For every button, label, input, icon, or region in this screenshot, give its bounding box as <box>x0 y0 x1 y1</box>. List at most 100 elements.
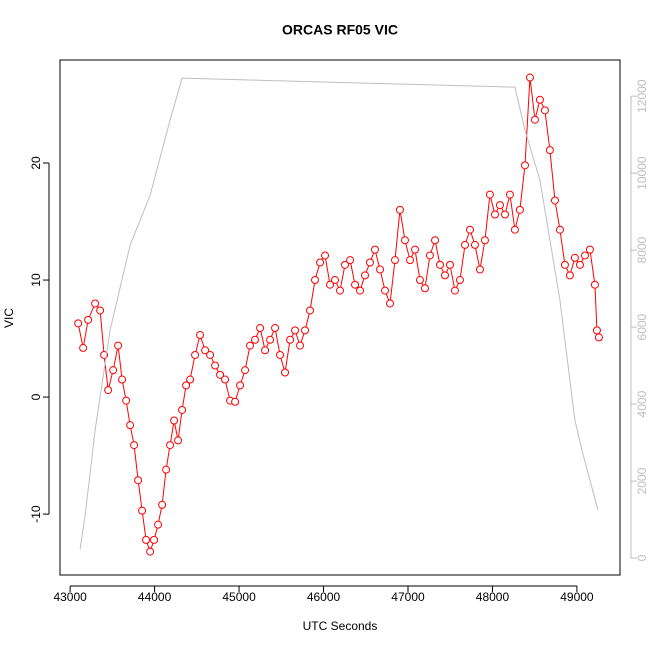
vic-point <box>310 276 319 285</box>
vic-point <box>122 396 131 405</box>
vic-point <box>346 256 355 265</box>
vic-point <box>201 346 210 355</box>
altitude-line <box>79 77 599 550</box>
vic-point <box>130 441 139 450</box>
vic-point <box>340 260 349 269</box>
vic-point <box>104 386 113 395</box>
vic-point <box>236 381 245 390</box>
vic-point <box>475 265 484 274</box>
vic-point <box>211 361 220 370</box>
vic-point <box>470 240 479 249</box>
vic-point <box>406 256 415 265</box>
vic-point <box>79 343 88 352</box>
vic-point <box>376 265 385 274</box>
vic-point <box>91 299 100 308</box>
x-tick-label: 47000 <box>391 590 425 604</box>
vic-point <box>134 476 143 485</box>
vic-point <box>182 381 191 390</box>
vic-point <box>485 190 494 199</box>
x-tick-label: 45000 <box>222 590 256 604</box>
vic-point <box>515 205 524 214</box>
vic-point <box>461 240 470 249</box>
y2-tick-label: 0 <box>635 554 649 561</box>
x-tick-label: 46000 <box>307 590 341 604</box>
x-tick-label: 44000 <box>138 590 172 604</box>
y2-tick-label: 8000 <box>635 236 649 263</box>
vic-point <box>390 256 399 265</box>
vic-point <box>500 210 509 219</box>
vic-point <box>420 284 429 293</box>
vic-point <box>575 260 584 269</box>
vic-point <box>395 205 404 214</box>
y-tick-label: -10 <box>29 505 43 523</box>
vic-point <box>170 416 179 425</box>
vic-point <box>191 350 200 359</box>
vic-point <box>84 315 93 324</box>
vic-point <box>351 280 360 289</box>
y-tick-label: 20 <box>29 156 43 170</box>
vic-point <box>590 280 599 289</box>
vic-point <box>592 326 601 335</box>
vic-point <box>154 520 163 529</box>
vic-point <box>480 236 489 245</box>
vic-point <box>241 366 250 375</box>
vic-point <box>231 397 240 406</box>
vic-point <box>146 547 155 556</box>
vic-point <box>256 324 265 333</box>
plot-frame <box>59 59 621 576</box>
vic-point <box>166 441 175 450</box>
vic-point <box>251 335 260 344</box>
y2-tick-label: 12000 <box>635 79 649 113</box>
vic-point <box>74 319 83 328</box>
y2-tick-label: 6000 <box>635 313 649 340</box>
vic-point <box>594 333 603 342</box>
vic-point <box>381 286 390 295</box>
vic-point <box>142 535 151 544</box>
vic-point <box>286 335 295 344</box>
vic-point <box>455 276 464 285</box>
vic-point <box>216 370 225 379</box>
vic-point <box>445 260 454 269</box>
vic-point <box>281 368 290 377</box>
vic-point <box>158 500 167 509</box>
vic-point <box>306 306 315 315</box>
y-tick-label: 10 <box>29 273 43 287</box>
vic-point <box>415 276 424 285</box>
vic-point <box>150 535 159 544</box>
vic-point <box>530 115 539 124</box>
vic-point <box>580 251 589 260</box>
x-axis-label: UTC Seconds <box>303 619 378 633</box>
vic-point <box>261 346 270 355</box>
vic-point <box>246 341 255 350</box>
vic-point <box>411 245 420 254</box>
vic-point <box>186 375 195 384</box>
vic-point <box>505 190 514 199</box>
vic-point <box>356 286 365 295</box>
x-tick-label: 48000 <box>476 590 510 604</box>
vic-point <box>162 465 171 474</box>
vic-point <box>585 245 594 254</box>
vic-point <box>361 271 370 280</box>
vic-point <box>490 210 499 219</box>
vic-point <box>570 253 579 262</box>
vic-point <box>221 375 230 384</box>
y2-tick-label: 4000 <box>635 390 649 417</box>
chart-title: ORCAS RF05 VIC <box>282 22 398 38</box>
vic-point <box>109 366 118 375</box>
vic-point <box>206 350 215 359</box>
y-tick-label: 0 <box>29 393 43 400</box>
vic-point <box>525 73 534 82</box>
vic-point <box>510 225 519 234</box>
vic-point <box>436 260 445 269</box>
vic-point <box>331 276 340 285</box>
vic-point <box>565 271 574 280</box>
vic-point <box>316 258 325 267</box>
vic-point <box>535 95 544 104</box>
vic-point <box>96 306 105 315</box>
vic-point <box>114 341 123 350</box>
y-axis-label: VIC <box>2 308 16 328</box>
y2-tick-label: 10000 <box>635 156 649 190</box>
vic-point <box>440 271 449 280</box>
vic-point <box>276 350 285 359</box>
